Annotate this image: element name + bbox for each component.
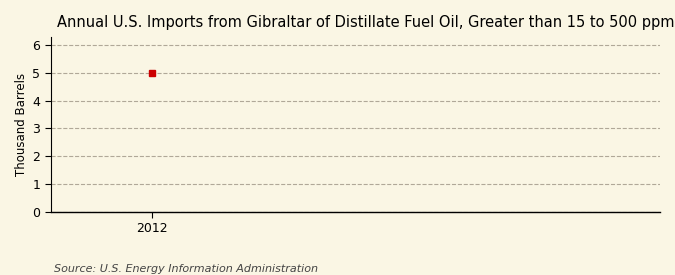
Text: Annual U.S. Imports from Gibraltar of Distillate Fuel Oil, Greater than 15 to 50: Annual U.S. Imports from Gibraltar of Di… (57, 15, 675, 30)
Text: Source: U.S. Energy Information Administration: Source: U.S. Energy Information Administ… (54, 264, 318, 274)
Y-axis label: Thousand Barrels: Thousand Barrels (15, 73, 28, 176)
